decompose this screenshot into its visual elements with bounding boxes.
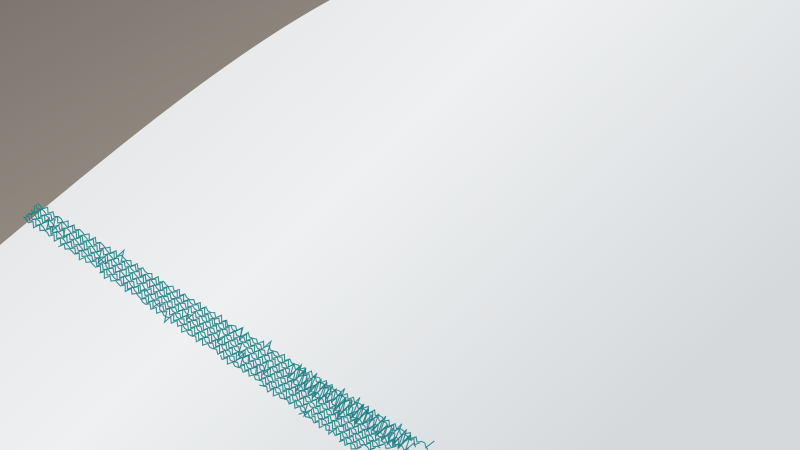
trace-line	[35, 204, 429, 450]
trace-line	[220, 354, 375, 450]
trace-line	[140, 298, 381, 449]
trace-line	[181, 325, 377, 450]
trace-line	[338, 439, 356, 450]
seismic-traces	[24, 204, 444, 450]
trace-line	[25, 213, 409, 450]
trace-line	[58, 243, 391, 449]
trace-line	[23, 216, 397, 449]
